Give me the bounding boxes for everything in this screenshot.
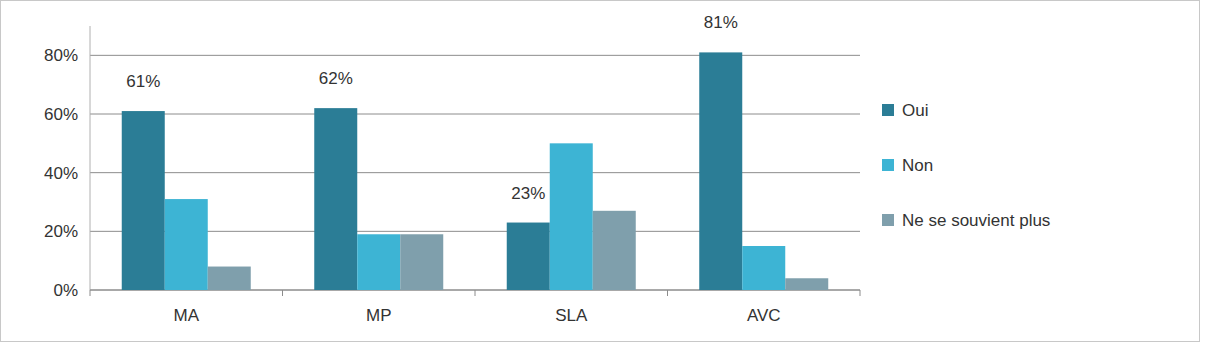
grid-line xyxy=(90,114,860,115)
bar xyxy=(785,278,828,290)
legend-swatch xyxy=(882,104,894,116)
x-tick xyxy=(860,290,861,296)
grid-line xyxy=(90,55,860,56)
data-label: 62% xyxy=(319,69,353,88)
bar xyxy=(742,246,785,290)
bar xyxy=(165,199,208,290)
bar xyxy=(507,223,550,290)
data-labels: 61% 62% 23% 81% xyxy=(126,13,738,202)
bar xyxy=(357,234,400,290)
x-tick xyxy=(282,290,283,296)
bar xyxy=(122,111,165,290)
chart-frame xyxy=(1,1,1200,342)
bar xyxy=(699,52,742,290)
x-tick xyxy=(667,290,668,296)
legend-label: Non xyxy=(902,156,933,175)
data-label: 81% xyxy=(704,13,738,32)
data-label: 23% xyxy=(511,184,545,203)
bar xyxy=(593,211,636,290)
x-tick xyxy=(475,290,476,296)
y-axis-line xyxy=(90,26,91,290)
grid-line xyxy=(90,172,860,173)
x-tick-label: AVC xyxy=(747,306,781,325)
bar xyxy=(400,234,443,290)
x-tick xyxy=(90,290,91,296)
legend-swatch xyxy=(882,214,894,226)
y-tick-label: 0% xyxy=(53,281,78,300)
legend-label: Oui xyxy=(902,101,928,120)
legend: Oui Non Ne se souvient plus xyxy=(882,101,1050,230)
x-tick-label: MA xyxy=(174,306,200,325)
y-tick-label: 20% xyxy=(44,222,78,241)
legend-swatch xyxy=(882,159,894,171)
y-tick-label: 80% xyxy=(44,46,78,65)
y-tick-label: 40% xyxy=(44,164,78,183)
bar xyxy=(550,143,593,290)
chart: 0% 20% 40% 60% 80% MA MP SLA AVC 61% 62% 23% 81% Oui N… xyxy=(0,0,1207,342)
bar xyxy=(208,267,251,290)
bar xyxy=(314,108,357,290)
y-tick-label: 60% xyxy=(44,105,78,124)
x-tick-label: MP xyxy=(366,306,392,325)
data-label: 61% xyxy=(126,72,160,91)
bars xyxy=(122,52,829,290)
legend-label: Ne se souvient plus xyxy=(902,211,1050,230)
x-tick-label: SLA xyxy=(555,306,588,325)
